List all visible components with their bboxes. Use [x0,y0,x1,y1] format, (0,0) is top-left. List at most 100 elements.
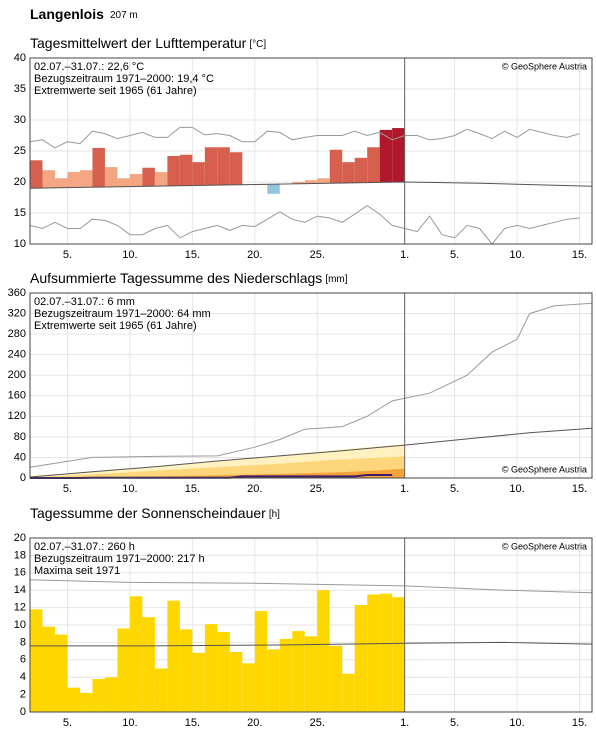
annotation: Maxima seit 1971 [34,565,120,577]
x-tick-label: 10. [509,483,524,495]
station-name: Langenlois [30,6,104,22]
reference-line [29,427,593,478]
annotation: 02.07.–31.07.: 22,6 °C [34,61,144,73]
anomaly-bar [204,147,218,186]
bar [317,590,330,712]
credit: © GeoSphere Austria [502,541,587,551]
annotation: Extremwerte seit 1965 (61 Jahre) [34,320,197,332]
bar [229,651,243,712]
annotation: Bezugszeitraum 1971–2000: 217 h [34,553,205,565]
x-tick-label: 25. [310,483,325,495]
bar [242,663,255,712]
bar [354,604,368,712]
x-tick-label: 5. [450,483,459,495]
bar [367,594,380,712]
bar [392,597,405,712]
bar [154,668,168,712]
panel-title: Tagesmittelwert der Lufttemperatur [°C] [30,35,266,51]
anomaly-bar [192,162,205,186]
anomaly-bar [217,147,230,185]
extreme-line [29,579,593,594]
bar [267,649,280,712]
elevation: 207 m [110,10,138,21]
bar [67,687,80,712]
y-tick-label: 8 [20,636,26,648]
y-tick-label: 280 [8,328,26,340]
x-tick-label: 5. [63,483,72,495]
x-tick-label: 15. [185,717,200,729]
y-tick-label: 10 [14,238,26,250]
anomaly-bar [342,162,355,183]
bar [254,611,268,712]
y-tick-label: 40 [14,451,26,463]
x-tick-label: 20. [247,483,262,495]
x-tick-label: 20. [247,717,262,729]
anomaly-bar [117,178,130,187]
anomaly-bar [329,149,343,184]
bar [167,600,180,712]
anomaly-bar [354,157,368,183]
panel-title: Aufsummierte Tagessumme des Niederschlag… [30,270,348,286]
bar [192,652,205,712]
anomaly-bar [367,147,380,183]
x-tick-label: 1. [400,717,409,729]
x-tick-label: 10. [122,249,137,261]
anomaly-bar [92,147,105,188]
reference-line [29,181,593,189]
bar [104,677,118,712]
x-tick-label: 15. [572,483,587,495]
bar [179,629,193,712]
y-tick-label: 4 [20,671,26,683]
anomaly-bar [142,167,155,187]
x-tick-label: 5. [63,249,72,261]
credit: © GeoSphere Austria [502,61,587,71]
y-tick-label: 25 [14,145,26,157]
x-tick-label: 25. [310,717,325,729]
annotation: Extremwerte seit 1965 (61 Jahre) [34,85,197,97]
header: Langenlois 207 m [30,6,138,22]
anomaly-bar [67,172,80,188]
anomaly-bar [179,154,193,186]
x-tick-label: 15. [572,717,587,729]
x-tick-label: 15. [185,483,200,495]
anomaly-bar [79,170,93,188]
anomaly-bar [167,155,180,186]
anomaly-bar [304,180,318,184]
anomaly-bar [379,129,393,183]
title-text: Tagessumme der Sonnenscheindauer [30,505,266,521]
bar [117,628,130,712]
x-tick-label: 5. [63,717,72,729]
y-tick-label: 12 [14,602,26,614]
x-tick-label: 10. [509,717,524,729]
x-tick-label: 10. [509,249,524,261]
bar [92,678,105,712]
anomaly-bar [317,178,330,184]
bar [292,631,305,712]
x-tick-label: 25. [310,249,325,261]
credit: © GeoSphere Austria [502,464,587,474]
title-unit: [°C] [249,39,266,50]
y-tick-label: 320 [8,307,26,319]
bar [42,626,55,712]
plot-background [30,293,592,478]
bar [79,692,93,712]
panel-title: Tagessumme der Sonnenscheindauer [h] [30,505,280,521]
anomaly-bar [267,184,280,194]
y-tick-label: 80 [14,431,26,443]
y-tick-label: 240 [8,349,26,361]
y-tick-label: 20 [14,176,26,188]
bar [129,596,143,712]
anomaly-bar [229,152,243,185]
annotation: Bezugszeitraum 1971–2000: 64 mm [34,308,211,320]
anomaly-bar [54,178,68,188]
y-tick-label: 16 [14,567,26,579]
bar [379,593,393,712]
x-tick-label: 5. [450,717,459,729]
anomaly-bar [30,160,43,189]
bar [279,638,293,712]
anomaly-bar [42,170,55,188]
y-tick-label: 200 [8,369,26,381]
x-tick-label: 5. [450,249,459,261]
x-tick-label: 15. [185,249,200,261]
y-tick-label: 0 [20,472,26,484]
